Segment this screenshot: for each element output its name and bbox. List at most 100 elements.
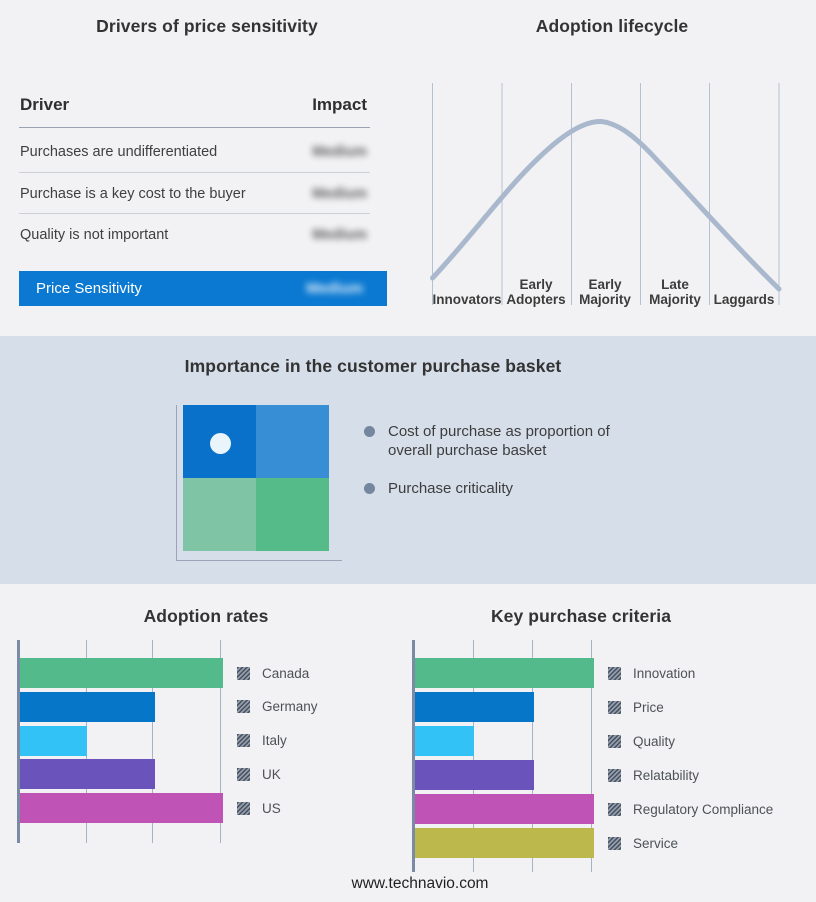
legend-label: Service [633, 835, 679, 851]
legend-item-service: Service [608, 828, 773, 858]
table-row: Quality is not important Medium [20, 227, 370, 243]
legend-swatch-icon [237, 767, 250, 781]
driver-cell: Purchase is a key cost to the buyer [20, 186, 246, 202]
driver-cell: Purchases are undifferentiated [20, 144, 218, 160]
y-axis [412, 640, 415, 872]
legend-swatch-icon [237, 666, 250, 680]
driver-column-header: Driver [20, 95, 70, 114]
quadrant-cell-bottom-left [183, 478, 256, 551]
adoption-rates-chart: Canada Germany Italy UK US [17, 640, 397, 843]
drivers-table: Driver Impact Purchases are undifferenti… [19, 90, 370, 260]
row-separator [19, 172, 370, 173]
legend-item-germany: Germany [237, 692, 318, 722]
bars-area [19, 658, 223, 827]
legend-item-uk: UK [237, 759, 318, 789]
legend-label: Italy [262, 733, 287, 748]
bullet-text: Purchase criticality [388, 480, 514, 497]
gridline [220, 640, 221, 843]
legend-item-innovation: Innovation [608, 658, 773, 688]
lifecycle-curve-chart [430, 83, 782, 305]
lifecycle-panel-title: Adoption lifecycle [535, 16, 689, 36]
legend-item-quality: Quality [608, 726, 773, 756]
legend-item-us: US [237, 793, 318, 823]
legend-label: Innovation [633, 665, 696, 681]
gridline [591, 640, 592, 872]
purchase-basket-section [0, 336, 816, 584]
legend-swatch-icon [608, 768, 621, 782]
quadrant-cell-top-right [256, 405, 329, 478]
highlight-row-label: Price Sensitivity [36, 280, 142, 297]
bar-quality [414, 726, 475, 756]
impact-column-header: Impact [312, 95, 367, 114]
lifecycle-stage-dividers [432, 83, 780, 305]
bar-price [414, 692, 534, 722]
lifecycle-stage-label-late-majority: Late Majority [649, 277, 701, 307]
price-sensitivity-highlight-row: Price Sensitivity Medium [19, 271, 387, 306]
basket-panel-title: Importance in the customer purchase bask… [184, 356, 562, 376]
legend-label: Relatability [633, 767, 700, 783]
quadrant-x-axis [176, 560, 342, 561]
adoption-rates-title: Adoption rates [143, 606, 269, 626]
gridline [473, 640, 474, 872]
bar-uk [19, 759, 155, 790]
bullet-item: Cost of purchase as proportion of overal… [364, 422, 653, 460]
gridline [152, 640, 153, 843]
chart-legend: Innovation Price Quality Relatability Regula… [608, 658, 773, 862]
highlight-impact-obscured: Medium [306, 280, 363, 297]
legend-label: Price [633, 699, 664, 715]
y-axis [17, 640, 20, 843]
legend-swatch-icon [608, 700, 621, 714]
legend-label: UK [262, 766, 281, 782]
lifecycle-stage-label-laggards: Laggards [713, 292, 775, 307]
bar-regulatory-compliance [414, 794, 594, 824]
legend-swatch-icon [608, 734, 621, 748]
bar-germany [19, 691, 155, 722]
footer-link[interactable]: www.technavio.com [351, 875, 489, 892]
bar-innovation [414, 658, 594, 688]
impact-cell-obscured: Medium [312, 227, 367, 243]
bar-service [414, 828, 594, 858]
quadrant-marker-dot [210, 433, 231, 454]
chart-legend: Canada Germany Italy UK US [237, 658, 318, 827]
quadrant-y-axis [176, 405, 177, 561]
lifecycle-curve [430, 118, 782, 292]
legend-label: US [262, 800, 281, 816]
gridline [532, 640, 533, 872]
bullet-icon [364, 483, 375, 494]
purchase-basket-quadrant [183, 405, 329, 551]
lifecycle-stage-label-early-adopters: Early Adopters [506, 277, 566, 307]
legend-swatch-icon [608, 836, 621, 850]
key-purchase-criteria-chart: Innovation Price Quality Relatability Regula… [412, 640, 816, 872]
table-row: Purchase is a key cost to the buyer Medi… [20, 186, 370, 202]
lifecycle-stage-label-innovators: Innovators [432, 292, 502, 307]
bar-italy [19, 725, 88, 756]
legend-label: Regulatory Compliance [633, 801, 774, 817]
legend-item-canada: Canada [237, 658, 318, 688]
bars-area [414, 658, 594, 862]
drivers-table-header: Driver Impact [20, 95, 370, 115]
bullet-text: Cost of purchase as proportion of overal… [388, 423, 610, 459]
legend-label: Germany [262, 699, 318, 715]
impact-cell-obscured: Medium [312, 186, 367, 202]
bullet-icon [364, 426, 375, 437]
legend-swatch-icon [608, 802, 621, 816]
legend-swatch-icon [237, 700, 250, 714]
bar-relatability [414, 760, 534, 790]
bar-us [19, 793, 223, 823]
legend-item-relatability: Relatability [608, 760, 773, 790]
bullet-item: Purchase criticality [364, 479, 513, 498]
legend-swatch-icon [237, 734, 250, 747]
key-purchase-criteria-title: Key purchase criteria [490, 606, 672, 626]
legend-item-price: Price [608, 692, 773, 722]
lifecycle-stage-label-early-majority: Early Majority [579, 277, 631, 307]
table-row: Purchases are undifferentiated Medium [20, 144, 370, 160]
legend-swatch-icon [608, 666, 621, 680]
driver-cell: Quality is not important [20, 227, 169, 243]
impact-cell-obscured: Medium [312, 144, 367, 160]
legend-item-regulatory-compliance: Regulatory Compliance [608, 794, 773, 824]
legend-label: Quality [633, 733, 676, 749]
legend-label: Canada [262, 665, 310, 681]
legend-swatch-icon [237, 801, 250, 815]
table-header-rule [19, 127, 370, 128]
